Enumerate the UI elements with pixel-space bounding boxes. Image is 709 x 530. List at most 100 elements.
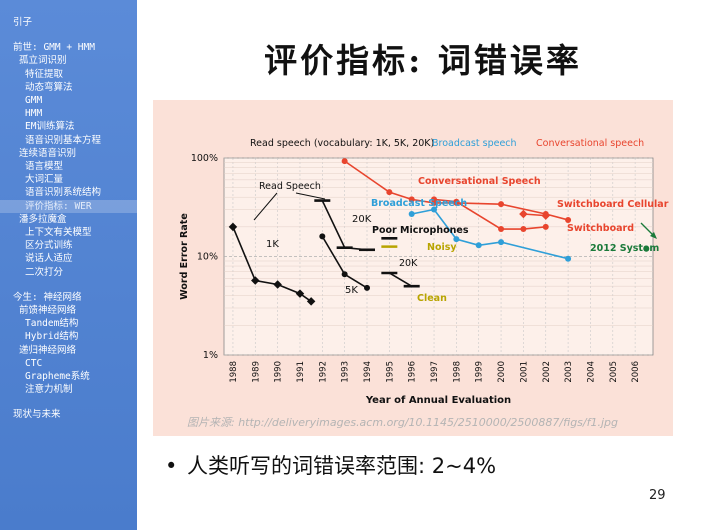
sidebar-item[interactable]: 潘多拉魔盒 [19, 213, 67, 225]
data-point [364, 284, 370, 291]
x-tick-label: 2005 [609, 361, 619, 383]
sidebar-item[interactable]: 注意力机制 [25, 384, 73, 396]
x-tick-label: 2000 [497, 361, 507, 383]
sidebar-item[interactable]: 大词汇量 [25, 174, 64, 186]
annotation-arrow [295, 192, 326, 200]
bullet-text: 人类听写的词错误率范围: 2~4% [187, 454, 497, 478]
y-tick-label: 10% [197, 252, 218, 263]
x-tick-label: 2002 [542, 361, 552, 383]
x-tick-label: 1988 [229, 361, 239, 383]
data-point [228, 222, 238, 232]
bullet-dot-icon: • [165, 454, 178, 478]
x-tick-label: 1997 [430, 361, 440, 383]
annotation-noisy: Noisy [427, 242, 457, 253]
sidebar-item[interactable]: 连续语音识别 [19, 147, 77, 159]
sidebar-item[interactable]: CTC [25, 357, 43, 369]
x-axis-title: Year of Annual Evaluation [365, 395, 511, 406]
sidebar-item[interactable]: 引子 [13, 17, 33, 28]
data-point [453, 198, 460, 205]
data-point [431, 196, 438, 203]
sidebar-item[interactable]: Hybrid结构 [25, 331, 79, 343]
data-point [319, 233, 326, 240]
sidebar-item[interactable]: Grapheme系统 [25, 371, 90, 382]
data-point [341, 271, 348, 278]
data-point [453, 236, 460, 243]
data-point [341, 158, 348, 165]
series-line [388, 272, 413, 287]
annotation-arrow [253, 192, 278, 221]
data-point [520, 226, 527, 233]
sidebar-item[interactable]: 上下文有关模型 [25, 227, 92, 238]
annotation-read-speech: Read Speech [259, 181, 321, 192]
x-tick-label: 1998 [452, 361, 462, 383]
sidebar-outline: 引子前世: GMM + HMM 孤立词识别 特征提取 动态弯算法 GMM HMM EM训练算… [0, 0, 137, 530]
legend-broadcast-speech: Broadcast speech [432, 138, 517, 149]
x-tick-label: 1999 [475, 361, 485, 383]
sidebar-item[interactable]: Tandem结构 [25, 318, 79, 330]
annotation-switchboard-cellular: Switchboard Cellular [557, 199, 669, 210]
series-line [344, 160, 569, 221]
wer-history-figure: 1988 1989 1990 1991 1992 1993 1994 1995 1996 1997… [153, 100, 673, 436]
x-tick-label: 1990 [274, 361, 284, 383]
y-tick-label: 100% [191, 153, 218, 164]
sidebar-item[interactable]: 说话人适应 [25, 253, 73, 265]
y-axis-title: Word Error Rate [179, 213, 190, 300]
data-point [643, 245, 650, 252]
x-tick-label: 1989 [251, 361, 261, 383]
x-tick-label: 1994 [363, 361, 373, 383]
data-point [306, 297, 316, 306]
data-point [475, 242, 482, 249]
x-tick-label: 2001 [519, 361, 529, 383]
sidebar-item[interactable]: 二次打分 [25, 266, 64, 278]
slide-title: 评价指标: 词错误率 [264, 41, 582, 80]
data-point [386, 189, 393, 196]
data-point [565, 255, 572, 262]
sidebar-item[interactable]: 现状与未来 [13, 409, 61, 421]
sidebar-item[interactable]: 语音识别基本方程 [25, 134, 102, 146]
data-point [498, 226, 505, 233]
annotation-conversational-speech: Conversational Speech [418, 176, 541, 187]
sidebar-item[interactable]: 动态弯算法 [25, 81, 73, 93]
sidebar-item[interactable]: GMM [25, 95, 43, 106]
sidebar-item[interactable]: 语音识别系统结构 [25, 187, 102, 199]
legend-conversational-speech: Conversational speech [536, 138, 644, 149]
sidebar-item[interactable]: 前馈神经网络 [19, 305, 77, 316]
sidebar-item[interactable]: 今生: 神经网络 [13, 291, 82, 303]
sidebar-item[interactable]: 评价指标: WER [0, 199, 137, 213]
data-point [498, 201, 505, 208]
sidebar-item[interactable]: 孤立词识别 [19, 55, 67, 67]
sidebar-item[interactable]: 语言模型 [25, 161, 64, 172]
data-point [251, 276, 260, 285]
sidebar-item[interactable]: 前世: GMM + HMM [13, 42, 95, 54]
data-point [431, 206, 438, 213]
annotation-arrowhead [650, 232, 657, 239]
annotation-system-2012: 2012 System [590, 243, 659, 254]
x-tick-label: 1993 [341, 361, 351, 383]
x-tick-label: 1991 [296, 361, 306, 383]
image-source-caption: 图片来源: http://deliveryimages.acm.org/10.1… [187, 416, 618, 429]
data-point [295, 289, 305, 298]
data-point [408, 196, 415, 203]
sidebar-item[interactable]: 区分式训练 [25, 240, 73, 252]
data-point [565, 216, 572, 223]
data-point [498, 239, 505, 246]
sidebar-item[interactable]: 特征提取 [25, 68, 64, 80]
annotation-label-20k: 20K [352, 214, 372, 225]
annotation-poor-mic: Poor Microphones [372, 225, 469, 236]
annotation-switchboard: Switchboard [567, 223, 634, 234]
bullet-item: • 人类听写的词错误率范围: 2~4% [165, 450, 496, 480]
page-number: 29 [649, 488, 666, 503]
annotation-clean: Clean [417, 293, 447, 304]
data-point [273, 280, 282, 289]
series-line [411, 208, 569, 260]
x-tick-label: 1995 [385, 361, 395, 383]
x-tick-label: 1996 [408, 361, 418, 383]
annotation-label-5k: 5K [345, 285, 358, 296]
x-tick-label: 2003 [564, 361, 574, 383]
annotation-broadcast-speech: Broadcast Speech [371, 198, 467, 209]
y-tick-label: 1% [203, 350, 218, 361]
sidebar-item[interactable]: HMM [25, 108, 43, 120]
sidebar-item[interactable]: 递归神经网络 [19, 344, 77, 356]
sidebar-item[interactable]: EM训练算法 [25, 121, 75, 133]
x-tick-label: 1992 [318, 361, 328, 383]
